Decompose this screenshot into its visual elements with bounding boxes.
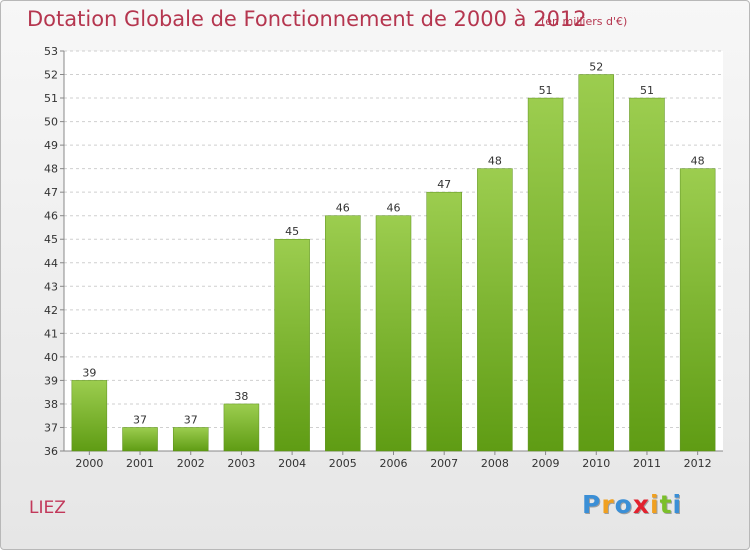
y-tick-label: 45 [44, 233, 58, 246]
logo-letter: i [650, 490, 660, 519]
x-tick-label: 2002 [177, 457, 205, 470]
y-tick-label: 38 [44, 398, 58, 411]
y-tick-label: 39 [44, 374, 58, 387]
bar [527, 97, 564, 452]
x-tick-label: 2007 [430, 457, 458, 470]
x-tick-label: 2001 [126, 457, 154, 470]
y-tick-label: 43 [44, 280, 58, 293]
y-tick-label: 53 [44, 45, 58, 58]
y-tick-label: 47 [44, 186, 58, 199]
logo-letter: x [632, 490, 650, 519]
logo-letter: P [582, 490, 602, 519]
y-tick-label: 46 [44, 210, 58, 223]
bar [679, 168, 716, 452]
bar-value-label: 48 [691, 155, 705, 168]
bar-value-label: 47 [437, 178, 451, 191]
x-tick-label: 2006 [380, 457, 408, 470]
x-tick-label: 2000 [75, 457, 103, 470]
x-tick-label: 2005 [329, 457, 357, 470]
bar-value-label: 37 [184, 413, 198, 426]
y-tick-label: 37 [44, 421, 58, 434]
x-tick-label: 2012 [684, 457, 712, 470]
x-tick-label: 2011 [633, 457, 661, 470]
bar-value-label: 48 [488, 155, 502, 168]
bar [122, 427, 158, 452]
bar-value-label: 37 [133, 413, 147, 426]
bar-value-label: 51 [539, 84, 553, 97]
bar [477, 168, 513, 452]
x-tick-label: 2009 [532, 457, 560, 470]
proxiti-logo[interactable]: Proxiti [582, 490, 682, 519]
chart-title: Dotation Globale de Fonctionnement de 20… [27, 7, 587, 31]
bar-value-label: 39 [82, 366, 96, 379]
bar-value-label: 46 [336, 202, 350, 215]
y-tick-label: 50 [44, 116, 58, 129]
bar [274, 238, 310, 452]
logo-letter: i [672, 490, 683, 519]
y-tick-label: 49 [44, 139, 58, 152]
bar [71, 380, 108, 452]
y-tick-label: 48 [44, 163, 58, 176]
bar [172, 427, 209, 452]
bar-value-label: 51 [640, 84, 654, 97]
bar-value-label: 45 [285, 225, 299, 238]
y-tick-label: 52 [44, 69, 58, 82]
y-tick-label: 42 [44, 304, 58, 317]
bar [629, 97, 665, 452]
y-tick-label: 36 [44, 445, 58, 458]
bar [223, 403, 260, 452]
bar [375, 215, 412, 452]
x-tick-label: 2008 [481, 457, 509, 470]
x-tick-label: 2003 [227, 457, 255, 470]
bar-value-label: 38 [234, 390, 248, 403]
y-tick-label: 51 [44, 92, 58, 105]
y-tick-label: 40 [44, 351, 58, 364]
bar [426, 191, 462, 452]
bar [325, 215, 361, 452]
bar-value-label: 46 [387, 202, 401, 215]
x-tick-label: 2004 [278, 457, 306, 470]
bar-value-label: 52 [589, 61, 603, 74]
y-tick-label: 44 [44, 257, 58, 270]
chart-unit: (en milliers d'€) [541, 15, 628, 28]
bar [578, 74, 615, 452]
commune-name: LIEZ [29, 498, 66, 518]
x-tick-label: 2010 [582, 457, 610, 470]
logo-letter: o [614, 490, 633, 519]
y-tick-label: 41 [44, 327, 58, 340]
logo-letter: r [601, 490, 615, 519]
logo-letter: t [659, 490, 673, 519]
